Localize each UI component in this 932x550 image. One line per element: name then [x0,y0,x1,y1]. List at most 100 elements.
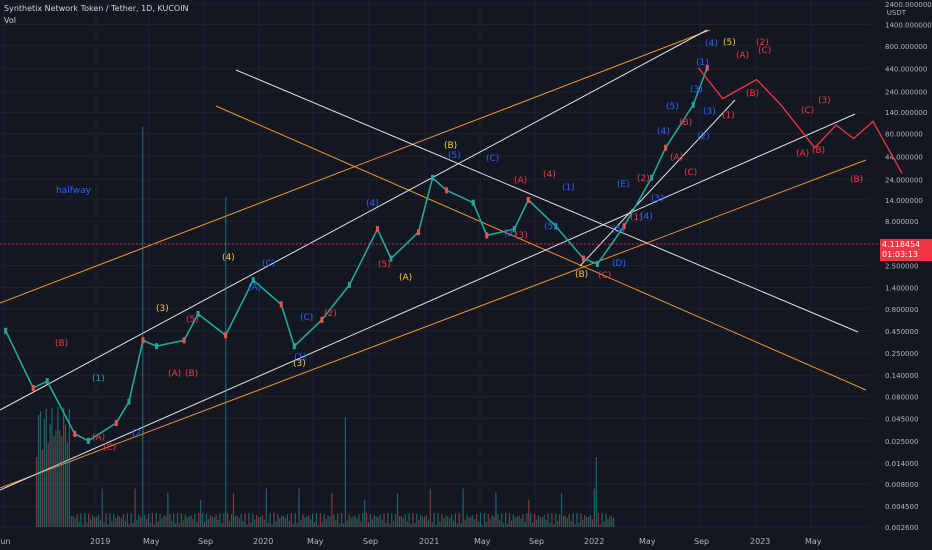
volume-bar [198,513,200,527]
volume-bar [578,522,580,527]
volume-bar [483,513,485,527]
volume-bar [55,429,57,527]
volume-bar [192,518,194,527]
volume-bar [339,523,341,527]
x-tick-label: 2020 [253,537,273,546]
wave-label: (B) [575,270,588,280]
wave-label: (2) [697,132,710,142]
volume-bar [458,513,460,527]
volume-bar [155,513,157,527]
x-tick-label: Jun [0,537,11,546]
volume-bar [362,513,364,527]
volume-bar [45,409,47,527]
volume-bar [520,518,522,527]
volume-bar [265,488,267,527]
volume-bar [261,515,264,527]
volume-bar [539,516,541,527]
volume-bar [182,520,184,527]
volume-bar [188,516,190,527]
volume-bar [476,513,478,527]
volume-bar [234,516,236,527]
volume-bar [356,518,358,527]
wave-label: (A) [736,51,749,61]
volume-bar [95,517,98,527]
volume-bar [118,516,121,527]
volume-bar [510,520,512,527]
volume-bar [126,513,128,527]
price-candle [251,277,255,284]
volume-bar [277,514,279,527]
volume-bar [275,521,277,527]
volume-bar [186,517,188,527]
volume-bar [290,513,292,527]
volume-bar [190,515,192,527]
volume-bar [86,522,88,527]
price-candle [622,223,626,230]
price-series-line [4,67,708,442]
volume-bar [331,492,333,527]
volume-bar [288,520,291,527]
price-candle [526,196,530,203]
volume-bar [147,513,150,527]
wave-label: (C) [262,259,275,269]
wave-label: (A) [168,369,181,379]
price-candle [31,385,35,392]
wave-label: (B) [746,89,759,99]
volume-bar [503,523,505,527]
volume-bar [375,516,377,527]
volume-bar [205,513,208,527]
volume-bar [586,517,588,527]
volume-bar [319,513,321,527]
volume-bar [227,513,229,527]
volume-bar [113,514,115,527]
trend-line [235,69,859,333]
trend-line [0,29,708,411]
wave-label: (2) [756,38,769,48]
volume-bar [549,522,551,527]
volume-bar [597,513,599,527]
wave-label: (3) [818,96,831,106]
volume-bar [323,513,325,527]
volume-bar [408,513,410,527]
volume-bar [416,513,418,527]
trend-line [0,159,867,489]
volume-bar [533,513,536,527]
volume-bar [115,518,117,527]
wave-label: (A) [670,153,683,163]
y-tick-label: 0.800000 [885,306,918,314]
volume-bar [201,513,204,527]
y-tick-label: 0.002600 [885,524,918,532]
volume-bar [327,515,329,527]
volume-bar [555,513,557,527]
wave-label: (4) [543,170,556,180]
volume-bar [410,524,412,527]
volume-bar [180,513,182,527]
x-tick-label: 2019 [90,537,110,546]
volume-bar [420,514,422,527]
volume-bar [383,513,385,527]
price-candle [86,437,90,444]
volume-bar [153,524,155,527]
volume-bar [99,519,101,527]
volume-bar [111,521,113,527]
wave-label: (1) [294,353,307,363]
volume-bar [518,515,520,527]
volume-bar [603,521,605,527]
volume-bar [63,407,65,527]
wave-label: (5) [378,260,391,270]
volume-bar [506,523,509,527]
volume-bar [302,514,304,527]
y-tick-label: 0.008000 [885,481,918,489]
volume-bar [256,515,258,527]
volume-bar [238,518,240,527]
x-tick-label: May [307,537,324,546]
volume-bar [358,514,360,527]
volume-bar [449,517,451,527]
volume-bar [207,519,209,527]
price-candle [320,316,324,323]
volume-bar [354,515,356,527]
volume-bar [128,524,130,527]
volume-bar [215,514,217,527]
